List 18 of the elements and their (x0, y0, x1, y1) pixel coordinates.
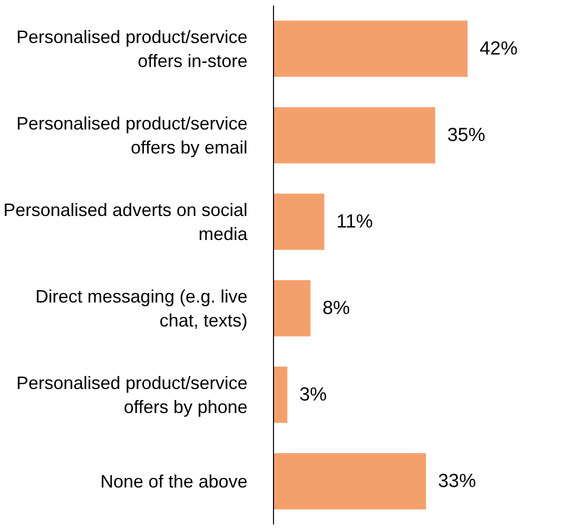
y-tick-label: Personalised product/service offers by phone (16, 372, 248, 417)
y-tick-label: Personalised product/service offers in-store (16, 26, 248, 71)
data-label: 11% (336, 211, 374, 232)
data-label: 33% (438, 470, 476, 492)
bar (274, 366, 288, 423)
data-label: 35% (447, 124, 486, 146)
data-label: 42% (480, 38, 518, 60)
data-label: 3% (299, 384, 327, 406)
y-tick-label: Direct messaging (e.g. live chat, texts) (35, 286, 248, 330)
bar (274, 20, 468, 77)
bar (274, 107, 436, 164)
y-tick-label: Personalised product/service offers by email (16, 113, 248, 158)
y-tick-label: Personalised adverts on social media (3, 200, 248, 244)
bar (274, 453, 426, 510)
bar (274, 194, 324, 250)
y-tick-label: None of the above (100, 471, 248, 492)
bar (274, 280, 310, 336)
data-label: 8% (322, 298, 350, 319)
